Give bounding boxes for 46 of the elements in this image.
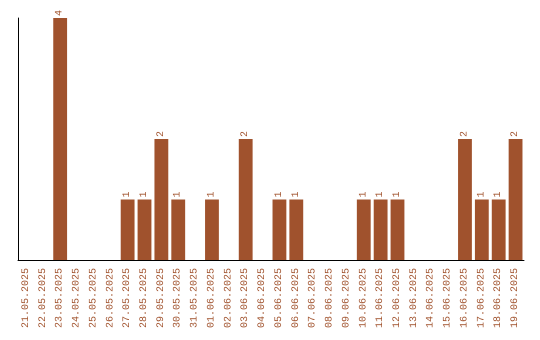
x-tick-label: 22.05.2025 <box>38 268 49 328</box>
x-tick-label: 13.06.2025 <box>408 268 420 328</box>
x-tick-label: 15.06.2025 <box>442 268 454 328</box>
x-tick-label: 01.06.2025 <box>206 268 218 328</box>
x-tick-label: 26.05.2025 <box>105 268 116 328</box>
data-label: 1 <box>274 191 285 198</box>
data-label: 2 <box>510 130 522 137</box>
x-tick-label: 16.06.2025 <box>459 268 470 328</box>
x-tick-label: 06.06.2025 <box>290 268 302 328</box>
x-tick-label: 31.05.2025 <box>190 268 201 328</box>
data-label: 1 <box>290 191 302 198</box>
x-tick-label: 29.05.2025 <box>156 268 167 328</box>
data-label: 1 <box>392 191 403 198</box>
x-tick-label: 30.05.2025 <box>172 268 184 328</box>
x-tick-label: 27.05.2025 <box>122 268 134 328</box>
data-label: 1 <box>139 191 150 198</box>
x-tick-label: 04.06.2025 <box>257 268 268 328</box>
x-tick-label: 19.06.2025 <box>510 268 522 328</box>
x-tick-label: 12.06.2025 <box>392 268 403 328</box>
data-label: 1 <box>122 191 134 198</box>
data-label: 2 <box>459 130 470 137</box>
x-tick-label: 03.06.2025 <box>240 268 252 328</box>
x-tick-label: 24.05.2025 <box>72 268 83 328</box>
x-tick-label: 17.06.2025 <box>476 268 488 328</box>
x-tick-label: 25.05.2025 <box>88 268 100 328</box>
x-tick-label: 02.06.2025 <box>223 268 234 328</box>
x-tick-label: 21.05.2025 <box>20 268 32 328</box>
x-tick-label: 23.05.2025 <box>54 268 66 328</box>
x-tick-label: 05.06.2025 <box>274 268 285 328</box>
x-tick-label: 11.06.2025 <box>375 268 386 328</box>
data-label: 1 <box>358 191 370 198</box>
x-tick-label: 09.06.2025 <box>341 268 352 328</box>
x-tick-label: 18.06.2025 <box>493 268 504 328</box>
x-tick-label: 10.06.2025 <box>358 268 370 328</box>
data-label: 1 <box>375 191 386 198</box>
data-label: 2 <box>240 130 252 137</box>
x-tick-label: 07.06.2025 <box>308 268 319 328</box>
data-label: 1 <box>493 191 504 198</box>
x-tick-label: 14.06.2025 <box>426 268 437 328</box>
data-label: 4 <box>54 10 66 16</box>
data-label: 2 <box>156 130 167 137</box>
x-tick-label: 28.05.2025 <box>139 268 150 328</box>
x-tick-label: 08.06.2025 <box>324 268 336 328</box>
data-label: 1 <box>206 191 218 198</box>
data-label: 1 <box>476 191 488 198</box>
data-label: 1 <box>172 191 184 198</box>
